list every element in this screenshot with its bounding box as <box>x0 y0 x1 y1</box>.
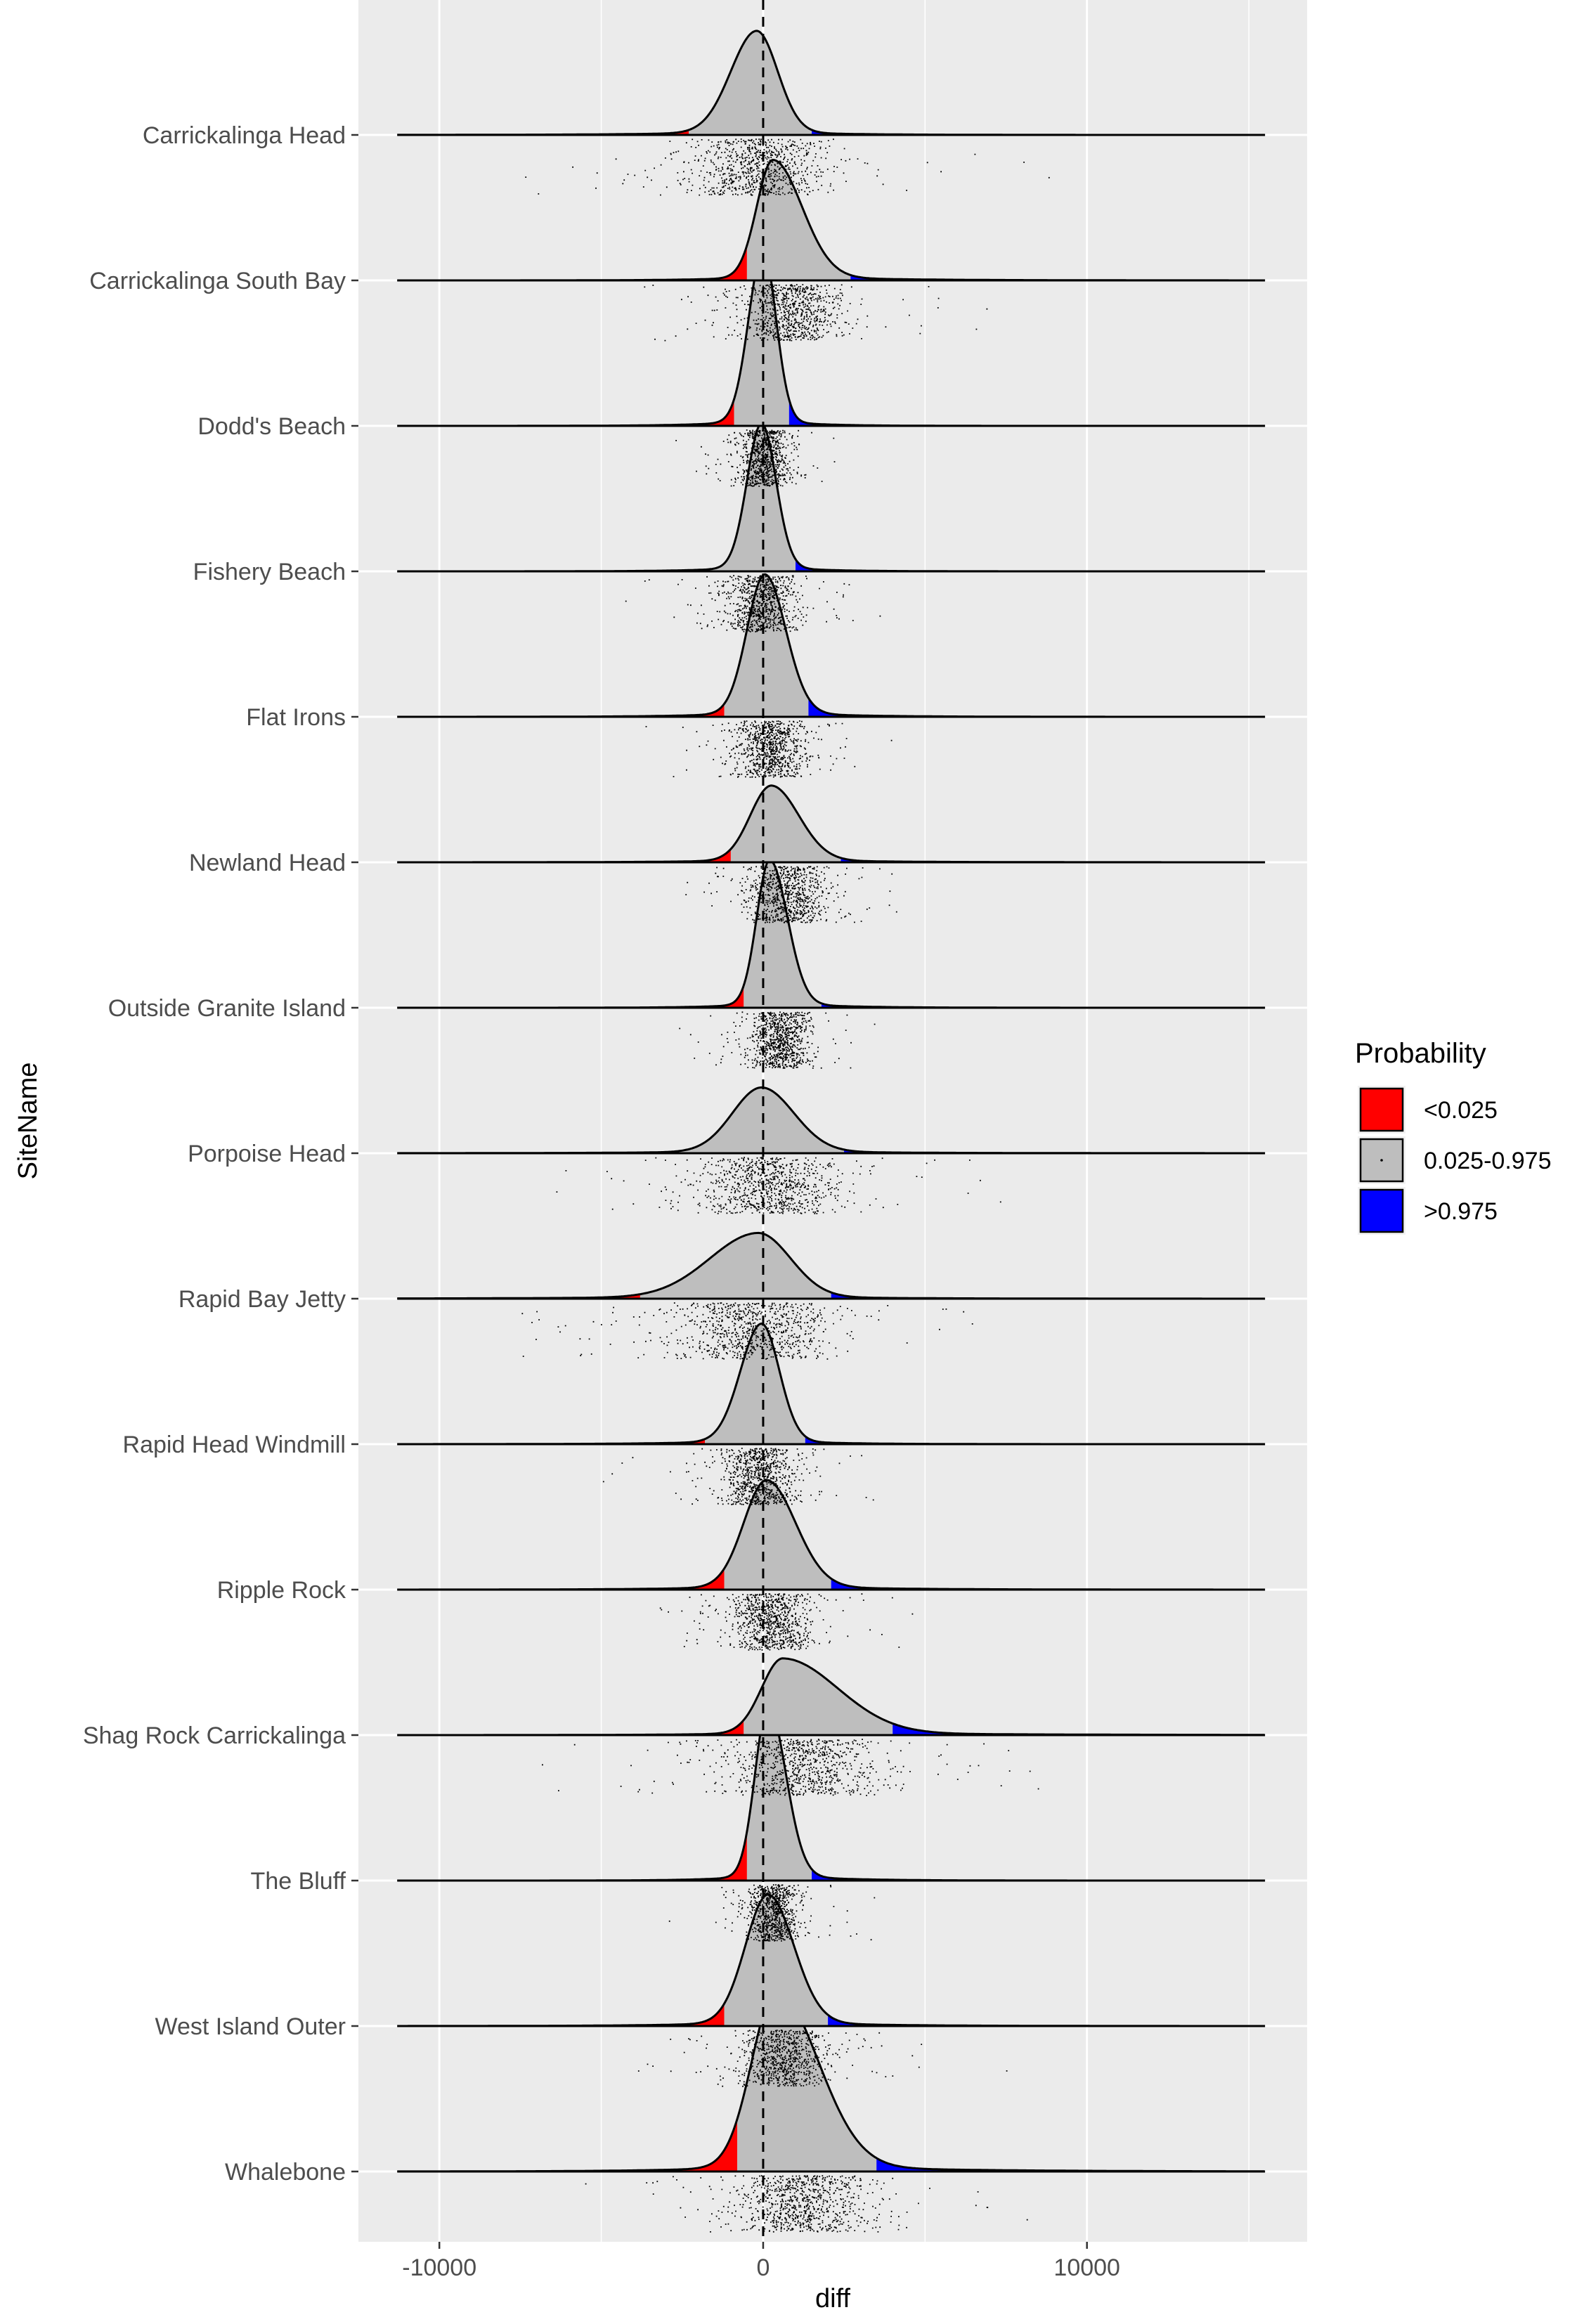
jitter-points <box>679 1011 876 1069</box>
ridge <box>397 573 1266 778</box>
ridge <box>397 158 1266 342</box>
ridge <box>397 1703 1266 1942</box>
y-tick-label: Whalebone <box>225 2159 346 2186</box>
legend-title: Probability <box>1355 1038 1486 1069</box>
y-tick-label: Newland Head <box>189 850 346 876</box>
legend-label: 0.025-0.975 <box>1424 1148 1552 1174</box>
jitter-points <box>645 720 893 778</box>
middle-fill <box>689 30 812 136</box>
jitter-points <box>556 1157 1001 1214</box>
middle-fill <box>705 1323 805 1444</box>
ridge <box>397 1893 1266 2087</box>
jitter-points <box>668 1884 876 1942</box>
y-tick-label: The Bluff <box>251 1868 346 1895</box>
middle-fill <box>746 1705 812 1881</box>
y-tick-label: West Island Outer <box>155 2013 346 2040</box>
ridge <box>397 1322 1266 1505</box>
ridge <box>397 422 1266 632</box>
jitter-points <box>525 138 1050 196</box>
middle-fill <box>744 1658 893 1735</box>
middle-fill <box>746 160 851 280</box>
ridge <box>397 784 1266 923</box>
y-tick-label: Outside Granite Island <box>108 995 346 1022</box>
middle-fill <box>734 250 789 426</box>
ridge <box>397 249 1266 487</box>
y-tick-label: Carrickalinga Head <box>143 122 346 149</box>
middle-fill <box>708 423 796 571</box>
middle-fill <box>679 1087 845 1153</box>
ridge <box>397 1231 1266 1360</box>
legend: Probability <0.025 0.025-0.975 >0.975 <box>1355 1038 1552 1235</box>
middle-fill <box>737 1990 877 2172</box>
plot-panel <box>358 0 1307 2242</box>
legend-key <box>1359 1087 1404 1132</box>
ridge <box>397 1086 1266 1214</box>
jitter-points <box>637 2030 1008 2087</box>
y-tick-label: Rapid Bay Jetty <box>179 1286 346 1313</box>
y-axis-title: SiteName <box>13 1063 43 1180</box>
jitter-points <box>685 866 897 923</box>
jitter-points <box>602 1448 874 1505</box>
upper-tail-fill <box>876 2157 1266 2172</box>
jitter-points <box>644 284 988 342</box>
x-axis: -10000 0 10000 <box>402 2242 1120 2281</box>
legend-key <box>1359 1138 1404 1183</box>
ridge <box>397 1657 1266 1796</box>
jitter-points <box>521 1302 973 1360</box>
middle-fill <box>724 1894 829 2026</box>
ridge <box>397 1989 1266 2233</box>
x-axis-title: diff <box>815 2284 850 2313</box>
jitter-points <box>625 575 881 632</box>
y-tick-label: Carrickalinga South Bay <box>89 268 346 294</box>
y-tick-label: Porpoise Head <box>188 1141 346 1167</box>
legend-keys: <0.025 0.025-0.975 >0.975 <box>1358 1086 1552 1235</box>
jitter-points <box>585 2175 1028 2233</box>
legend-label: >0.975 <box>1424 1198 1498 1225</box>
y-tick-label: Rapid Head Windmill <box>123 1432 346 1458</box>
y-tick-label: Flat Irons <box>246 704 346 731</box>
y-tick-label: Shag Rock Carrickalinga <box>83 1722 346 1749</box>
middle-fill <box>724 574 809 717</box>
y-tick-label: Ripple Rock <box>217 1577 346 1604</box>
legend-point-glyph <box>1380 1159 1383 1162</box>
ridges <box>397 30 1266 2233</box>
middle-fill <box>724 1480 831 1590</box>
middle-fill <box>730 785 841 862</box>
minor-gridlines <box>600 0 1250 2242</box>
ridge <box>397 1479 1266 1651</box>
y-tick-label: Fishery Beach <box>193 559 346 585</box>
legend-label: <0.025 <box>1424 1097 1498 1124</box>
x-tick-label: 10000 <box>1053 2254 1120 2281</box>
jitter-points <box>542 1739 1039 1796</box>
y-axis: Whalebone West Island Outer The Bluff Shag … <box>83 122 358 2186</box>
y-tick-label: Dodd's Beach <box>197 413 346 440</box>
x-tick-label: 0 <box>756 2254 770 2281</box>
ridge <box>397 30 1266 196</box>
upper-tail-fill <box>893 1723 1266 1735</box>
x-tick-label: -10000 <box>402 2254 476 2281</box>
middle-fill <box>640 1233 831 1299</box>
legend-key <box>1359 1188 1404 1233</box>
